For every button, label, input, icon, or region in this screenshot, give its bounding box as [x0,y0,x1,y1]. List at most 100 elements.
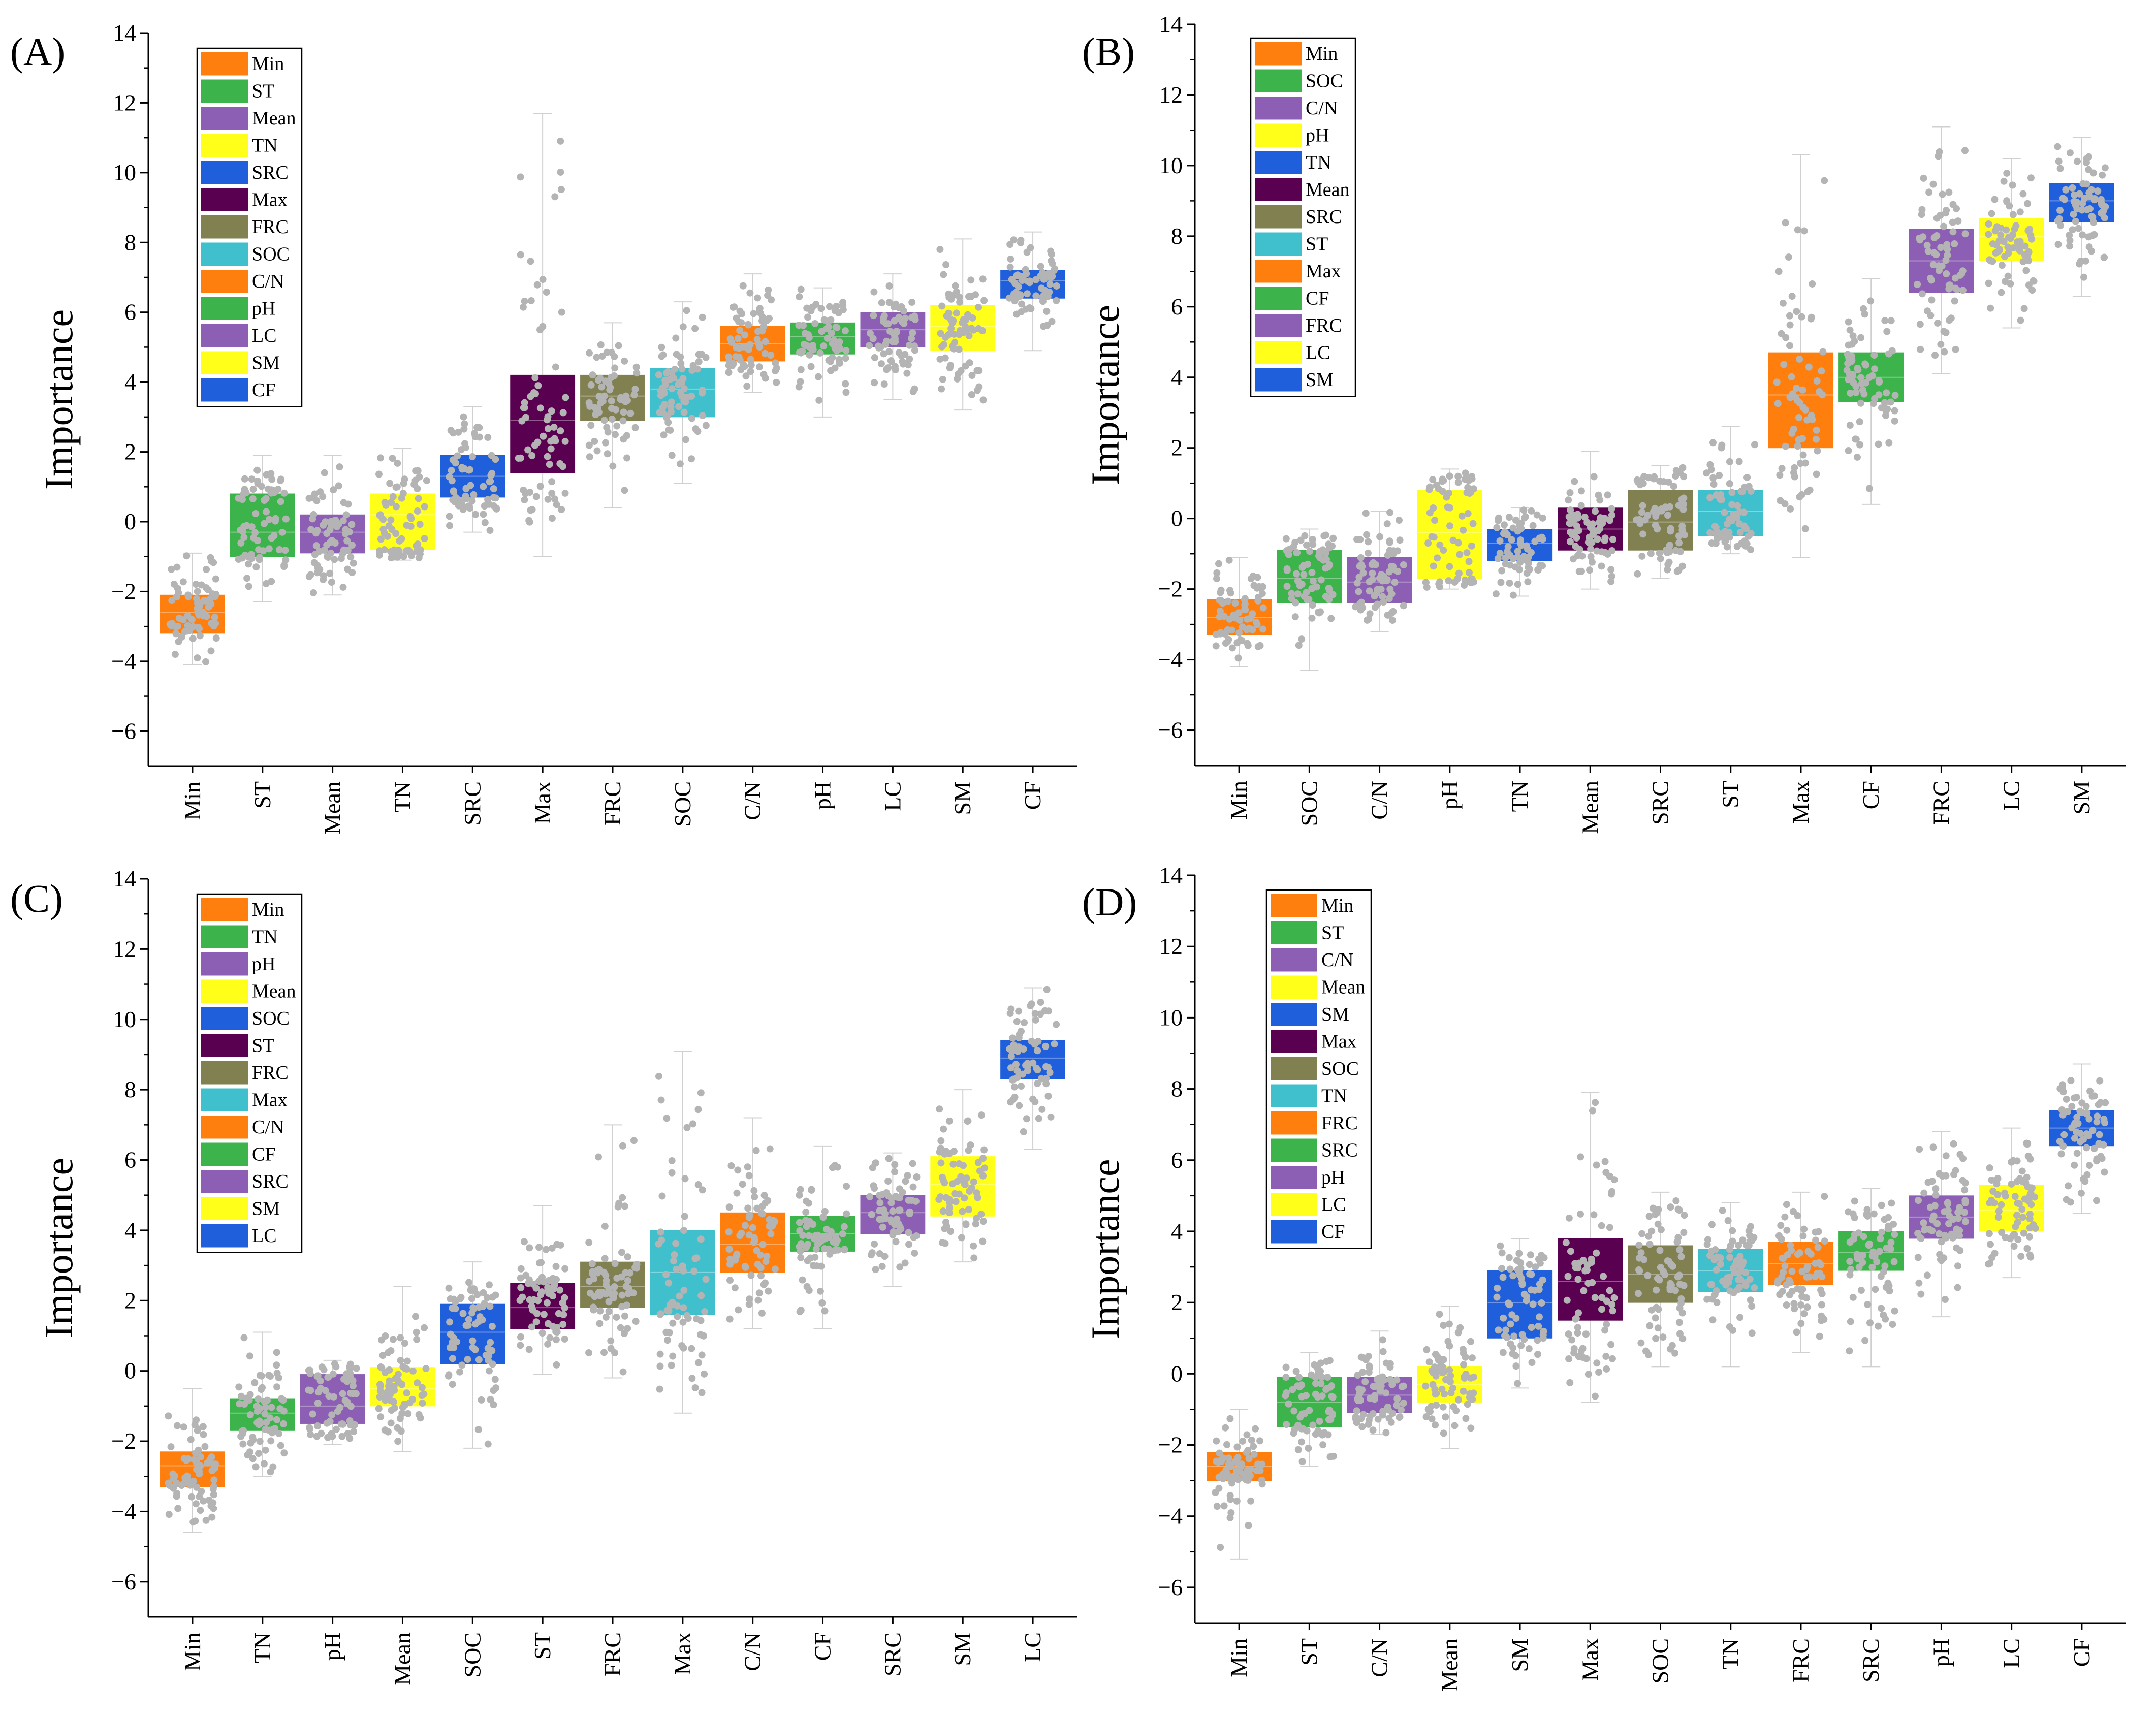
data-point-src [488,470,496,478]
data-point-cf [1027,305,1035,312]
data-point-frc [1951,274,1959,282]
data-point-ph [833,324,841,331]
data-point-frc [1937,340,1945,348]
data-point-cf [796,1219,803,1226]
data-point-st [530,1296,537,1303]
data-point-c-n [741,1222,749,1229]
data-point-max [533,281,541,289]
data-point-mean [348,542,356,549]
data-point-c-n [1393,1395,1401,1403]
data-point-max [1794,226,1801,234]
data-point-ph [1959,1177,1967,1184]
data-point-ph [816,349,824,357]
data-point-lc [1044,1092,1052,1100]
data-point-soc [447,1330,454,1338]
data-point-tn [1493,524,1501,531]
data-point-tn [415,495,422,502]
data-point-soc [1645,1351,1653,1358]
data-point-ph [306,1424,313,1432]
data-point-lc [1035,1115,1042,1122]
legend-label-soc: SOC [252,1008,290,1029]
data-point-frc [1923,241,1931,249]
data-point-src [905,1229,912,1236]
data-point-min [198,1487,205,1495]
data-point-max [1819,391,1826,399]
x-category-label-mean: Mean [320,781,345,835]
data-point-tn [1495,514,1502,522]
legend-swatch-frc [201,1061,248,1085]
data-point-st [548,1244,556,1252]
data-point-max [1778,465,1786,472]
data-point-c-n [1379,593,1386,600]
data-point-tn [269,1463,277,1471]
data-point-mean [400,1401,408,1408]
data-point-soc [1654,1275,1661,1282]
data-point-tn [392,484,400,491]
data-point-ph [1916,1146,1923,1153]
data-point-soc [1653,1286,1660,1294]
data-point-min [173,593,180,601]
data-point-min [201,1443,209,1450]
data-point-frc [613,422,621,430]
data-point-frc [586,453,593,461]
data-point-lc [1034,1066,1041,1073]
data-point-st [1718,444,1725,452]
data-point-c-n [1385,595,1393,602]
data-point-ph [332,1363,340,1371]
data-point-ph [1465,558,1473,565]
data-point-tn [246,1391,254,1398]
data-point-sm [1497,1242,1504,1250]
data-point-mean [1589,520,1597,528]
data-point-tn [416,521,424,528]
data-point-st [1732,511,1740,519]
data-point-soc [1294,590,1302,598]
data-point-tn [382,501,390,509]
data-point-c-n [1385,1406,1392,1414]
data-point-sm [1507,1340,1514,1348]
data-point-min [208,1453,215,1461]
data-point-cf [1857,334,1865,341]
data-point-max [544,495,552,503]
data-point-max [1777,497,1784,504]
data-point-c-n [747,357,755,364]
data-point-c-n [1386,508,1394,516]
data-point-mean [414,1379,421,1387]
data-point-lc [1042,1063,1050,1071]
data-point-sm [939,1239,946,1247]
data-point-soc [694,365,702,373]
data-point-soc [1666,1345,1674,1353]
data-point-mean [1438,1385,1446,1393]
data-point-cf [1865,374,1873,381]
data-point-max [1589,1107,1596,1115]
data-point-ph [799,347,806,355]
data-point-sm [1515,1250,1523,1257]
legend-swatch-sm [1271,1003,1317,1026]
data-point-soc [1654,1220,1662,1228]
data-point-soc [1327,615,1335,622]
data-point-mean [1422,1382,1430,1390]
data-point-soc [1315,609,1323,617]
data-point-tn [1729,1237,1736,1245]
data-point-src [1872,1286,1879,1293]
data-point-cf [2068,1124,2076,1132]
data-point-frc [1930,249,1938,257]
legend-swatch-ph [1255,123,1302,147]
data-point-soc [450,1295,457,1303]
data-point-lc [1019,1070,1026,1078]
data-point-soc [1305,595,1313,603]
data-point-st [1709,439,1717,447]
data-point-tn [423,476,430,484]
data-point-mean [1433,1402,1440,1409]
data-point-frc [1927,312,1935,320]
data-point-ph [1430,562,1437,570]
data-point-soc [1282,535,1290,543]
data-point-c-n [731,1284,739,1292]
data-point-sm [1528,1359,1536,1366]
data-point-min [1226,1491,1234,1499]
data-point-soc [484,1294,491,1301]
data-point-c-n [1369,1426,1377,1434]
data-point-frc [620,435,627,443]
y-tick-label-d: 14 [1159,862,1183,888]
data-point-frc [618,1291,626,1299]
data-point-max [683,1124,691,1131]
